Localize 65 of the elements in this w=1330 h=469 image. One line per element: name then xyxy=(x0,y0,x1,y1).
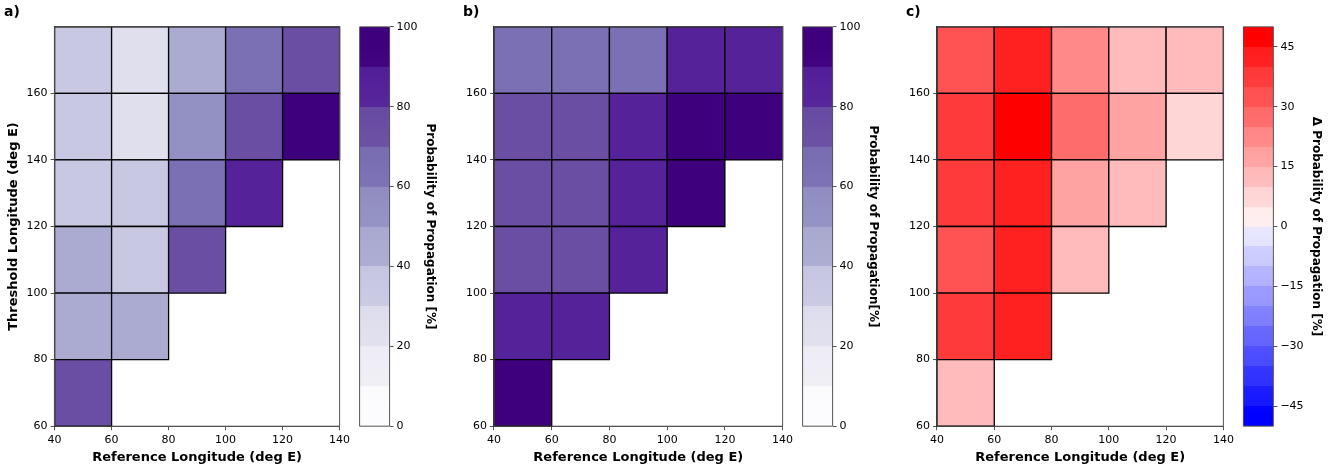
color-bar-label: 60 xyxy=(396,179,411,193)
color-bar-label: 80 xyxy=(839,99,854,113)
color-bar-label: −30 xyxy=(1280,339,1304,353)
x-tick-label: 100 xyxy=(215,432,237,446)
x-tick-label: 120 xyxy=(714,432,736,446)
x-axis-title: Reference Longitude (deg E) xyxy=(975,448,1186,464)
y-tick-label: 80 xyxy=(473,352,487,366)
color-bar-label: 0 xyxy=(839,419,847,433)
x-tick-label: 100 xyxy=(656,432,678,446)
color-bar-title: Probability of Propagation[%] xyxy=(866,125,881,328)
color-bar-label: 20 xyxy=(839,339,854,353)
color-bar-label: 15 xyxy=(1280,159,1295,173)
x-axis-title: Reference Longitude (deg E) xyxy=(533,448,744,464)
color-bar-label: 45 xyxy=(1280,39,1295,53)
y-tick-label: 160 xyxy=(466,86,487,100)
x-tick-label: 40 xyxy=(930,432,944,446)
y-tick-label: 100 xyxy=(909,285,930,299)
x-tick-label: 120 xyxy=(1155,432,1177,446)
x-tick-label: 80 xyxy=(161,432,176,446)
x-tick-label: 40 xyxy=(487,432,501,446)
color-bar-label: 0 xyxy=(396,419,404,433)
y-tick-label: 120 xyxy=(26,219,48,233)
y-tick-label: 140 xyxy=(909,152,930,166)
color-bar-label: 100 xyxy=(839,19,861,33)
x-axis-title: Reference Longitude (deg E) xyxy=(92,448,303,464)
color-bar-label: −15 xyxy=(1280,279,1304,293)
chart-title: c) xyxy=(906,3,921,20)
y-tick-label: 80 xyxy=(33,352,48,366)
y-axis-title: Threshold Longitude (deg E) xyxy=(5,122,21,331)
y-tick-label: 140 xyxy=(466,152,487,166)
x-tick-label: 40 xyxy=(47,432,62,446)
color-bar-label: 80 xyxy=(396,99,411,113)
x-tick-label: 60 xyxy=(104,432,119,446)
color-bar-title: Δ Probability of Propagation [%] xyxy=(1309,116,1324,337)
x-tick-label: 100 xyxy=(1098,432,1120,446)
x-tick-label: 140 xyxy=(329,432,351,446)
x-tick-label: 120 xyxy=(272,432,294,446)
y-tick-label: 80 xyxy=(916,352,930,366)
color-bar-label: 40 xyxy=(839,259,854,273)
y-tick-label: 100 xyxy=(26,285,48,299)
chart-title: b) xyxy=(463,3,480,20)
y-tick-label: 160 xyxy=(26,86,48,100)
x-tick-label: 140 xyxy=(1212,432,1234,446)
color-bar-label: 40 xyxy=(396,259,411,273)
color-bar-label: 20 xyxy=(396,339,411,353)
y-tick-label: 60 xyxy=(473,419,487,433)
y-tick-label: 160 xyxy=(909,86,930,100)
y-tick-label: 120 xyxy=(466,219,487,233)
y-tick-label: 60 xyxy=(916,419,930,433)
color-bar-label: 30 xyxy=(1280,99,1295,113)
color-bar-label: −45 xyxy=(1280,399,1304,413)
x-tick-label: 60 xyxy=(987,432,1002,446)
x-tick-label: 140 xyxy=(772,432,794,446)
x-tick-label: 80 xyxy=(1044,432,1059,446)
y-tick-label: 140 xyxy=(26,152,48,166)
color-bar-label: 60 xyxy=(839,179,854,193)
chart-title: a) xyxy=(4,3,20,20)
y-tick-label: 60 xyxy=(33,419,48,433)
y-tick-label: 100 xyxy=(466,285,487,299)
color-bar-label: 100 xyxy=(396,19,418,33)
color-bar-title: Probability of Propagation [%] xyxy=(423,123,438,330)
color-bar-label: 0 xyxy=(1280,219,1288,233)
y-tick-label: 120 xyxy=(909,219,930,233)
x-tick-label: 60 xyxy=(544,432,559,446)
x-tick-label: 80 xyxy=(602,432,617,446)
